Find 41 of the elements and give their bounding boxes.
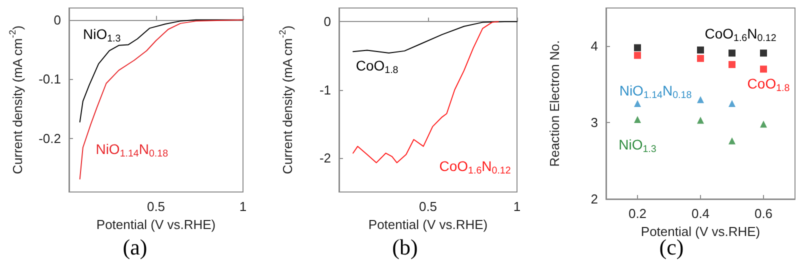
- point: [760, 50, 767, 57]
- x-axis-title: Potential (V vs.RHE): [640, 224, 760, 239]
- y-tick-label: 4: [590, 38, 598, 54]
- point: [697, 96, 704, 104]
- point: [634, 52, 641, 59]
- x-tick-label: 0.5: [146, 199, 166, 214]
- line-series: [352, 21, 518, 54]
- y-tick-label: -0.2: [38, 131, 61, 146]
- y-tick-label: 2: [590, 192, 598, 206]
- point: [697, 116, 704, 124]
- x-tick-label: 0.5: [418, 199, 438, 214]
- y-axis-title: Current density (mA cm-2): [278, 26, 295, 174]
- point: [634, 100, 641, 107]
- x-tick-label: 0.6: [754, 206, 773, 221]
- x-axis-title: Potential (V vs.RHE): [96, 216, 216, 232]
- x-tick-label: 1: [239, 199, 247, 214]
- y-axis-title: Current density (mA cm-2): [8, 26, 25, 174]
- text: (b): [392, 234, 418, 260]
- point: [728, 100, 736, 107]
- x-tick-label: 1: [513, 199, 521, 214]
- point: [697, 46, 704, 54]
- point: [728, 50, 736, 57]
- line-series: [79, 19, 244, 180]
- point: [760, 66, 767, 73]
- point: [728, 61, 736, 68]
- y-tick-label: 0: [54, 12, 61, 28]
- y-axis-title: Reaction Electron No.: [547, 40, 562, 167]
- point: [728, 137, 736, 144]
- x-tick-label: 0.2: [628, 206, 647, 221]
- x-axis-title: Potential (V vs.RHE): [368, 216, 488, 232]
- x-tick-label: 0.4: [691, 206, 710, 221]
- y-tick-label: -0.1: [38, 72, 61, 87]
- y-tick-label: -1: [319, 82, 331, 98]
- point: [760, 120, 767, 128]
- y-tick-label: 3: [590, 115, 598, 130]
- y-tick-label: 0: [324, 14, 331, 30]
- point: [634, 116, 641, 124]
- y-tick-label: -2: [319, 150, 331, 166]
- point: [697, 54, 704, 62]
- point: [634, 44, 641, 52]
- text: (a): [122, 234, 148, 260]
